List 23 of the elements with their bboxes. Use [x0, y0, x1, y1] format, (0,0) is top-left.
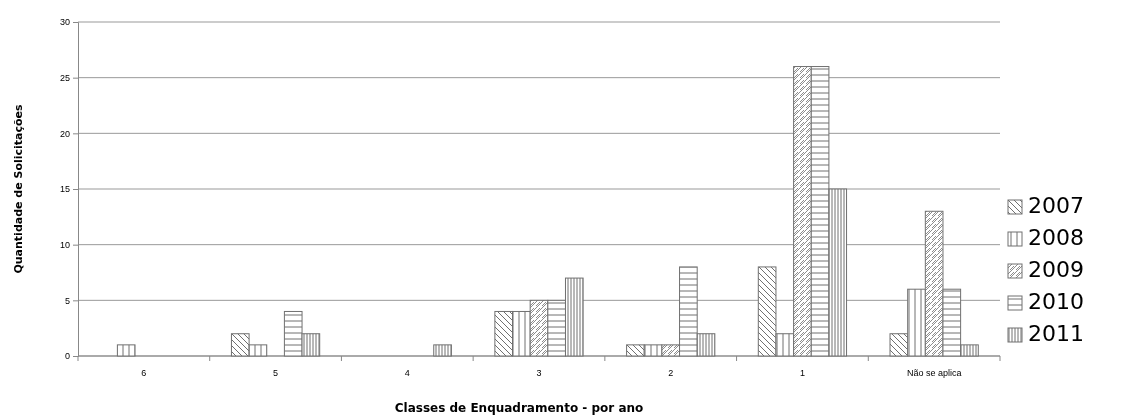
legend-label: 2009 [1028, 257, 1084, 282]
y-tick-label: 30 [59, 17, 70, 28]
x-tick-label: 6 [141, 368, 147, 379]
y-tick-label: 5 [64, 295, 70, 306]
y-tick-label: 10 [59, 240, 70, 251]
legend-label: 2008 [1028, 225, 1084, 250]
legend-label: 2007 [1028, 193, 1084, 218]
bar [116, 344, 136, 357]
x-tick-label: 1 [799, 368, 805, 379]
y-tick-label: 15 [59, 184, 70, 195]
x-tick-label: 2 [668, 368, 674, 379]
legend-label: 2011 [1028, 321, 1084, 346]
y-axis-title: Quantidade de Solicitações [12, 103, 25, 274]
y-tick-label: 25 [59, 73, 70, 84]
x-axis-title: Classes de Enquadramento - por ano [394, 401, 644, 415]
x-tick-label: Não se aplica [906, 368, 962, 379]
bar [433, 344, 452, 357]
y-tick-label: 20 [59, 128, 70, 139]
legend-label: 2010 [1028, 289, 1084, 314]
y-tick-label: 0 [64, 351, 70, 362]
x-tick-label: 3 [536, 368, 542, 379]
x-tick-label: 4 [404, 368, 410, 379]
x-tick-label: 5 [273, 368, 279, 379]
